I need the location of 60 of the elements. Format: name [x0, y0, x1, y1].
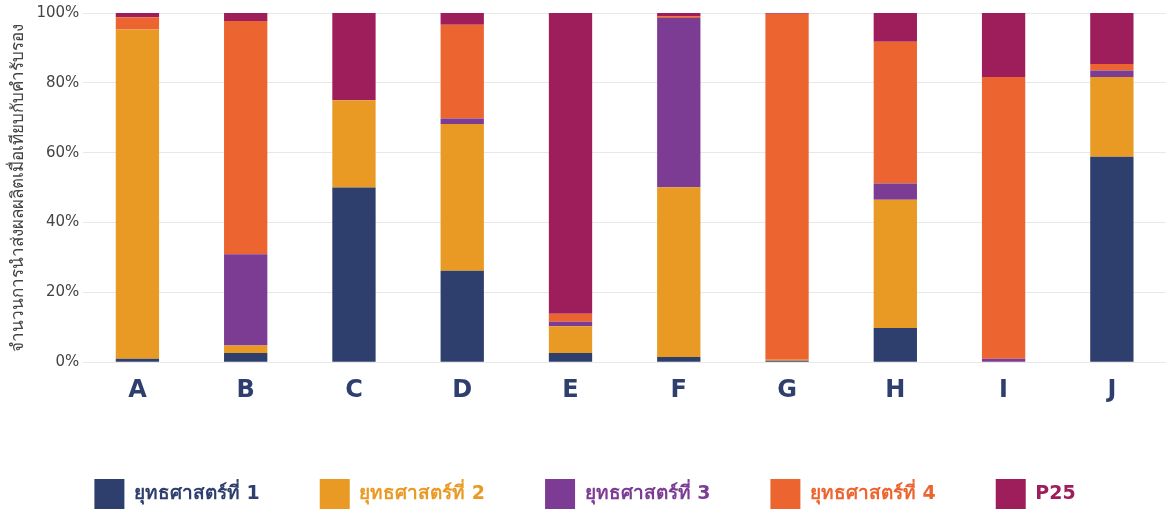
bar [440, 13, 484, 25]
bar [1090, 70, 1134, 77]
bar [981, 13, 1026, 77]
bar [548, 313, 593, 322]
legend-label: ยุทธศาสตร์ที่ 3 [584, 478, 711, 505]
bar [873, 13, 917, 42]
bar [873, 199, 917, 328]
y-tick-label: 80% [45, 72, 80, 91]
y-tick-label: 40% [45, 212, 80, 231]
legend-label: ยุทธศาสตร์ที่ 4 [809, 478, 936, 505]
x-tick-label: F [670, 374, 687, 403]
bar [440, 270, 484, 362]
y-axis-title: จำนวนการนำส่งผลผลิตเมื่อเทียบกับคำรับรอง [4, 23, 27, 352]
bar [224, 13, 268, 22]
bar [873, 183, 917, 200]
x-tick-label: H [885, 374, 906, 403]
bar [115, 13, 160, 18]
bar [765, 13, 809, 360]
bar [440, 124, 484, 271]
y-tick-label: 100% [36, 2, 80, 21]
legend-label: ยุทธศาสตร์ที่ 2 [359, 478, 486, 505]
bar [981, 358, 1026, 362]
bar [115, 17, 160, 30]
bar [548, 326, 593, 354]
bar [115, 29, 160, 359]
bar [657, 187, 701, 357]
x-tick-label: B [236, 374, 255, 403]
y-tick-label: 60% [45, 142, 80, 161]
x-tick-label: A [128, 374, 148, 403]
bar [1090, 63, 1134, 71]
bar [440, 118, 484, 125]
bar [548, 353, 593, 362]
bar [873, 41, 917, 184]
bar [332, 13, 376, 101]
bar [657, 356, 701, 362]
bar [115, 358, 160, 362]
bar [440, 24, 484, 119]
y-tick-label: 20% [45, 282, 80, 301]
x-tick-label: G [777, 374, 797, 403]
bar [1090, 13, 1134, 64]
bar [1090, 76, 1134, 157]
bar [224, 21, 268, 255]
bar [224, 254, 268, 346]
bar [981, 76, 1026, 359]
bar [548, 13, 593, 314]
x-tick-label: D [452, 374, 473, 403]
bar [1090, 156, 1134, 362]
bar [657, 17, 701, 188]
x-tick-label: I [999, 374, 1009, 403]
bar [332, 187, 376, 362]
x-tick-label: J [1105, 374, 1117, 403]
bar [873, 327, 917, 362]
bar [224, 353, 268, 362]
bar [224, 345, 268, 354]
legend-label: ยุทธศาสตร์ที่ 1 [133, 478, 260, 505]
bar [332, 100, 376, 188]
legend-label: P25 [1035, 480, 1076, 503]
y-tick-label: 0% [55, 352, 80, 371]
x-tick-label: C [345, 374, 363, 403]
x-tick-label: E [562, 374, 579, 403]
